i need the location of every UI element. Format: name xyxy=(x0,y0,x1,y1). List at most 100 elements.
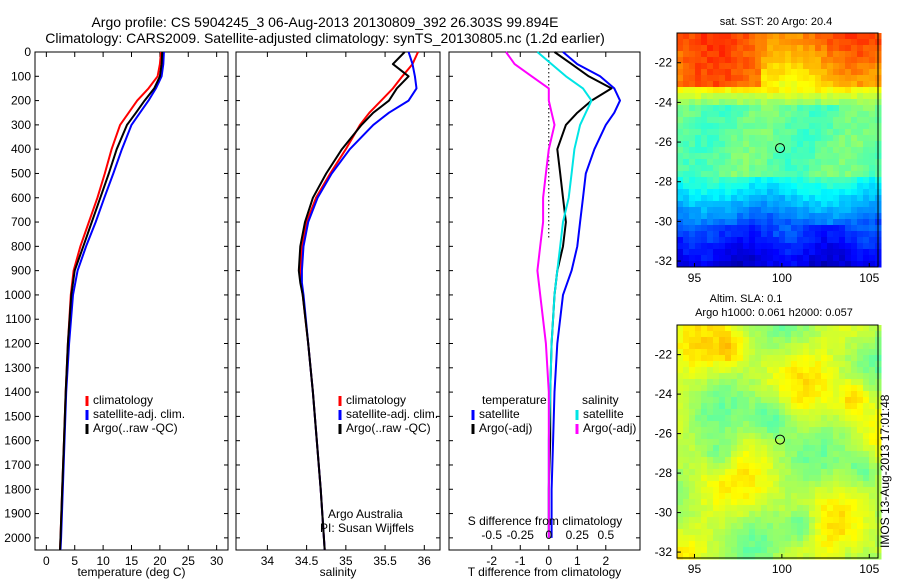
map-cell xyxy=(827,105,834,112)
map-cell xyxy=(749,523,756,530)
map-cell xyxy=(695,255,702,262)
map-cell xyxy=(725,231,732,238)
map-cell xyxy=(797,379,804,386)
map-cell xyxy=(869,505,876,512)
map-cell xyxy=(845,219,852,226)
map-cell xyxy=(701,195,708,202)
map-y-tick-label: -32 xyxy=(655,254,673,268)
map-cell xyxy=(701,63,708,70)
map-cell xyxy=(725,427,732,434)
map-cell xyxy=(827,481,834,488)
map-cell xyxy=(845,207,852,214)
map-cell xyxy=(869,165,876,172)
map-cell xyxy=(851,355,858,362)
map-cell xyxy=(713,505,720,512)
map-cell xyxy=(863,213,870,220)
map-cell xyxy=(695,219,702,226)
map-cell xyxy=(743,535,750,542)
map-cell xyxy=(719,433,726,440)
map-cell xyxy=(731,159,738,166)
map-cell xyxy=(779,445,786,452)
map-cell xyxy=(707,129,714,136)
map-cell xyxy=(737,117,744,124)
map-cell xyxy=(845,117,852,124)
map-cell xyxy=(755,391,762,398)
map-cell xyxy=(833,195,840,202)
map-cell xyxy=(707,69,714,76)
map-cell xyxy=(749,51,756,58)
map-cell xyxy=(779,117,786,124)
map-cell xyxy=(809,505,816,512)
map-cell xyxy=(773,39,780,46)
map-cell xyxy=(869,475,876,482)
map-cell xyxy=(677,511,684,518)
map-cell xyxy=(827,469,834,476)
map-cell xyxy=(701,505,708,512)
map-cell xyxy=(803,409,810,416)
map-cell xyxy=(851,159,858,166)
map-cell xyxy=(845,343,852,350)
map-cell xyxy=(809,93,816,100)
map-cell xyxy=(833,547,840,554)
map-cell xyxy=(719,45,726,52)
map-cell xyxy=(701,529,708,536)
map-cell xyxy=(689,189,696,196)
map-cell xyxy=(773,367,780,374)
map-cell xyxy=(839,81,846,88)
map-cell xyxy=(851,189,858,196)
map-cell xyxy=(737,541,744,548)
map-cell xyxy=(701,511,708,518)
map-cell xyxy=(713,391,720,398)
map-cell xyxy=(851,391,858,398)
map-cell xyxy=(683,475,690,482)
map-cell xyxy=(743,75,750,82)
map-cell xyxy=(743,349,750,356)
map-cell xyxy=(713,75,720,82)
map-cell xyxy=(827,45,834,52)
map-cell xyxy=(719,499,726,506)
map-cell xyxy=(755,165,762,172)
map-cell xyxy=(863,403,870,410)
map-cell xyxy=(725,39,732,46)
map-cell xyxy=(731,535,738,542)
map-cell xyxy=(839,255,846,262)
map-cell xyxy=(767,355,774,362)
map-cell xyxy=(731,117,738,124)
map-cell xyxy=(773,159,780,166)
map-cell xyxy=(701,117,708,124)
map-cell xyxy=(761,39,768,46)
map-cell xyxy=(761,325,768,332)
map-cell xyxy=(851,69,858,76)
map-cell xyxy=(767,475,774,482)
map-cell xyxy=(851,177,858,184)
map-cell xyxy=(785,361,792,368)
map-cell xyxy=(743,123,750,130)
map-cell xyxy=(815,547,822,554)
map-cell xyxy=(863,111,870,118)
map-cell xyxy=(851,361,858,368)
map-cell xyxy=(761,451,768,458)
map-cell xyxy=(797,511,804,518)
map-cell xyxy=(767,511,774,518)
map-cell xyxy=(857,505,864,512)
map-cell xyxy=(863,189,870,196)
map-cell xyxy=(821,439,828,446)
map-cell xyxy=(845,379,852,386)
map-cell xyxy=(851,469,858,476)
map-cell xyxy=(791,517,798,524)
map-cell xyxy=(833,57,840,64)
map-cell xyxy=(785,451,792,458)
map-cell xyxy=(785,493,792,500)
map-cell xyxy=(773,361,780,368)
map-cell xyxy=(797,171,804,178)
map-cell xyxy=(725,189,732,196)
map-cell xyxy=(743,45,750,52)
map-cell xyxy=(863,159,870,166)
map-cell xyxy=(773,481,780,488)
map-cell xyxy=(827,547,834,554)
map-cell xyxy=(725,63,732,70)
map-cell xyxy=(731,39,738,46)
map-y-tick-label: -30 xyxy=(655,506,673,520)
map-cell xyxy=(803,249,810,256)
map-cell xyxy=(809,69,816,76)
